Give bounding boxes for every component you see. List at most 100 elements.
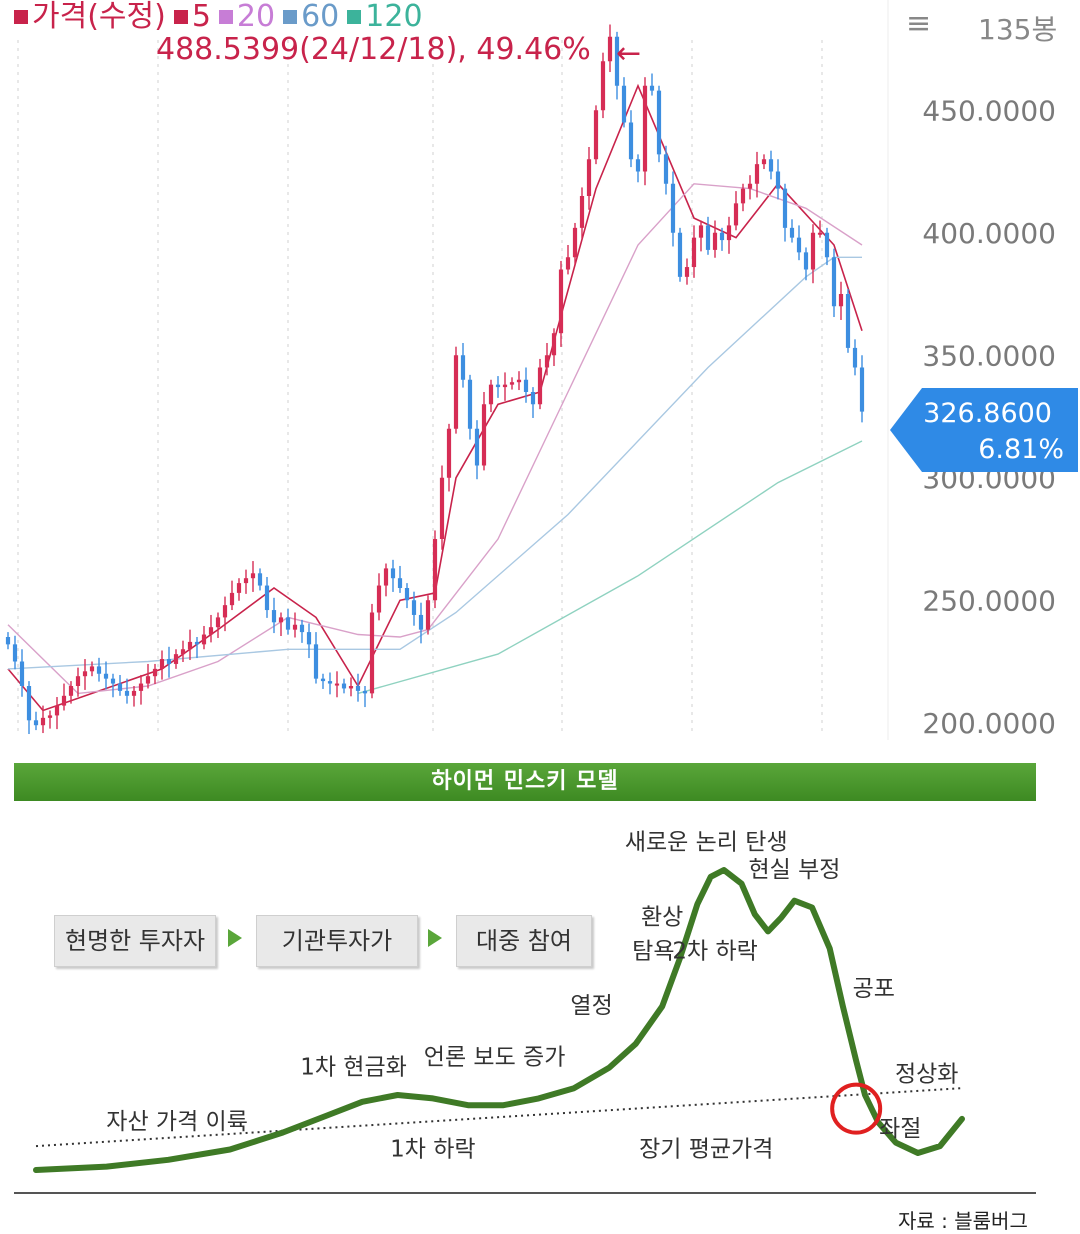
candle[interactable] [292, 612, 298, 638]
candle[interactable] [663, 145, 669, 195]
candle[interactable] [614, 31, 620, 100]
candle[interactable] [26, 681, 32, 735]
candle[interactable] [264, 576, 270, 618]
candle[interactable] [789, 219, 795, 243]
candle[interactable] [208, 614, 214, 643]
candle[interactable] [180, 640, 186, 662]
candle[interactable] [341, 678, 347, 694]
candle[interactable] [40, 705, 46, 734]
candle[interactable] [775, 159, 781, 200]
candle[interactable] [54, 697, 60, 730]
candle[interactable] [201, 625, 207, 650]
candle[interactable] [817, 220, 823, 238]
candle[interactable] [250, 561, 256, 592]
candle[interactable] [495, 376, 501, 398]
candle[interactable] [691, 225, 697, 278]
candle[interactable] [334, 671, 340, 698]
candle[interactable] [222, 596, 228, 632]
legend-item[interactable]: 60 [283, 0, 343, 34]
candle[interactable] [488, 379, 494, 413]
candle[interactable] [733, 191, 739, 231]
candle[interactable] [768, 150, 774, 180]
candle[interactable] [425, 595, 431, 635]
candle[interactable] [607, 24, 613, 73]
candle[interactable] [271, 597, 277, 634]
candle[interactable] [810, 224, 816, 284]
candle[interactable] [82, 659, 88, 690]
candle[interactable] [418, 602, 424, 644]
candle[interactable] [824, 227, 830, 266]
candle[interactable] [845, 289, 851, 353]
candle[interactable] [75, 667, 81, 697]
candle[interactable] [124, 678, 130, 704]
candle[interactable] [19, 649, 25, 697]
candle[interactable] [187, 629, 193, 661]
legend-item[interactable]: 20 [218, 0, 279, 34]
candle[interactable] [852, 339, 858, 376]
candle[interactable] [348, 677, 354, 697]
candle[interactable] [502, 372, 508, 401]
candle[interactable] [117, 674, 123, 696]
candle[interactable] [551, 328, 557, 367]
candle[interactable] [404, 583, 410, 609]
candle[interactable] [747, 175, 753, 200]
candle[interactable] [33, 711, 39, 731]
candle[interactable] [838, 281, 844, 320]
candle[interactable] [600, 52, 606, 119]
candle[interactable] [96, 657, 102, 682]
candle[interactable] [677, 227, 683, 282]
candle[interactable] [754, 151, 760, 198]
candle[interactable] [243, 569, 249, 594]
candle[interactable] [61, 683, 67, 711]
candle[interactable] [131, 686, 137, 707]
candle[interactable] [719, 227, 725, 251]
candle[interactable] [467, 374, 473, 440]
candle[interactable] [684, 258, 690, 285]
candle[interactable] [103, 661, 109, 690]
candle[interactable] [159, 650, 165, 680]
legend-item[interactable]: 가격(수정) [14, 0, 170, 34]
candle[interactable] [12, 635, 18, 670]
candle[interactable] [656, 85, 662, 163]
candle[interactable] [803, 247, 809, 281]
candle[interactable] [621, 77, 627, 128]
candle[interactable] [726, 216, 732, 254]
candle[interactable] [761, 154, 767, 170]
candle[interactable] [705, 216, 711, 255]
bar-count-label[interactable]: 135봉 [978, 13, 1058, 46]
candle[interactable] [474, 420, 480, 480]
candlestick-chart[interactable]: 200.0000250.0000300.0000350.0000400.0000… [0, 0, 1080, 740]
candle[interactable] [782, 183, 788, 242]
candle[interactable] [572, 222, 578, 266]
candle[interactable] [565, 245, 571, 275]
candle[interactable] [320, 673, 326, 689]
candle[interactable] [369, 603, 375, 699]
candle[interactable] [68, 681, 74, 704]
candle[interactable] [229, 580, 235, 611]
candle[interactable] [411, 591, 417, 626]
candle[interactable] [5, 632, 11, 650]
candle[interactable] [831, 248, 837, 318]
candle[interactable] [537, 358, 543, 410]
candle[interactable] [481, 392, 487, 471]
candle[interactable] [649, 73, 655, 96]
candle[interactable] [110, 673, 116, 698]
candle[interactable] [166, 646, 172, 678]
candle[interactable] [299, 619, 305, 643]
candle[interactable] [544, 343, 550, 376]
candle[interactable] [145, 663, 151, 689]
candle[interactable] [397, 565, 403, 593]
candle[interactable] [138, 674, 144, 705]
candle[interactable] [89, 661, 95, 677]
candle[interactable] [586, 147, 592, 210]
candle[interactable] [712, 220, 718, 258]
candle[interactable] [432, 530, 438, 609]
candle[interactable] [278, 612, 284, 637]
candle[interactable] [446, 423, 452, 492]
candle[interactable] [530, 387, 536, 418]
candle[interactable] [215, 612, 221, 638]
candle[interactable] [327, 672, 333, 695]
candle[interactable] [453, 346, 459, 434]
candle[interactable] [635, 154, 641, 183]
candle[interactable] [47, 710, 53, 729]
